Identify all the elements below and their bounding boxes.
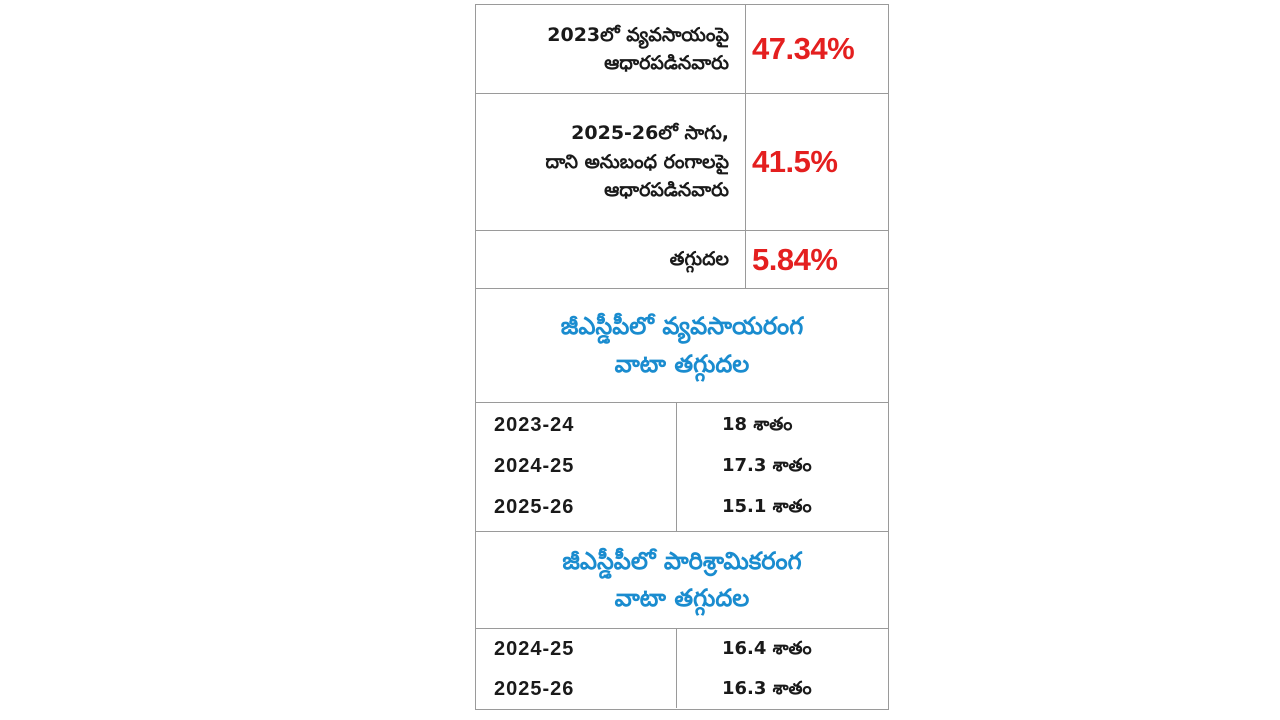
stat-label: తగ్గుదల xyxy=(476,231,746,288)
section-heading: జీఎస్డీపీలో పారిశ్రామికరంగ వాటా తగ్గుదల xyxy=(476,532,888,628)
table-row: 2024-25 16.4 శాతం xyxy=(476,629,888,669)
share-cell: 15.1 శాతం xyxy=(722,496,812,517)
stat-label-line: ఆధారపడినవారు xyxy=(604,52,729,74)
year-cell: 2025-26 xyxy=(494,678,575,700)
table-row: 2025-26 15.1 శాతం xyxy=(476,487,888,527)
stat-row-decline: తగ్గుదల 5.84% xyxy=(476,231,888,289)
stat-value: 47.34% xyxy=(752,31,855,66)
table-row: 2024-25 17.3 శాతం xyxy=(476,446,888,486)
industry-section-heading: జీఎస్డీపీలో పారిశ్రామికరంగ వాటా తగ్గుదల xyxy=(476,532,888,629)
share-cell: 16.4 శాతం xyxy=(722,638,812,659)
stat-value: 5.84% xyxy=(752,241,838,277)
year-cell: 2023-24 xyxy=(494,414,575,436)
industry-share-table: 2024-25 16.4 శాతం 2025-26 16.3 శాతం xyxy=(476,629,888,708)
agriculture-section-heading: జీఎస్డీపీలో వ్యవసాయరంగ వాటా తగ్గుదల xyxy=(476,289,888,403)
share-cell: 17.3 శాతం xyxy=(722,455,812,476)
stat-label: 2025-26లో సాగు, దాని అనుబంధ రంగాలపై ఆధార… xyxy=(476,94,746,230)
column-divider xyxy=(676,403,677,531)
share-cell: 16.3 శాతం xyxy=(722,678,812,699)
table-row: 2023-24 18 శాతం xyxy=(476,405,888,445)
stat-label-line: ఆధారపడినవారు xyxy=(604,179,729,202)
section-heading: జీఎస్డీపీలో వ్యవసాయరంగ వాటా తగ్గుదల xyxy=(476,289,888,402)
stat-label-line: 2025-26లో సాగు, xyxy=(571,122,729,145)
stat-value: 41.5% xyxy=(752,144,838,179)
year-cell: 2025-26 xyxy=(494,496,575,518)
year-cell: 2024-25 xyxy=(494,455,575,477)
heading-line: వాటా తగ్గుదల xyxy=(614,349,750,378)
stat-label: 2023లో వ్యవసాయంపై ఆధారపడినవారు xyxy=(476,5,746,93)
stat-row-dependents-2025-26: 2025-26లో సాగు, దాని అనుబంధ రంగాలపై ఆధార… xyxy=(476,94,888,231)
heading-line: వాటా తగ్గుదల xyxy=(614,584,750,612)
heading-line: జీఎస్డీపీలో వ్యవసాయరంగ xyxy=(560,312,804,341)
stat-label-line: దాని అనుబంధ రంగాలపై xyxy=(545,150,729,173)
table-row: 2025-26 16.3 శాతం xyxy=(476,669,888,709)
infographic-panel: 2023లో వ్యవసాయంపై ఆధారపడినవారు 47.34% 20… xyxy=(475,4,889,710)
year-cell: 2024-25 xyxy=(494,638,575,660)
heading-line: జీఎస్డీపీలో పారిశ్రామికరంగ xyxy=(562,546,802,575)
agriculture-share-table: 2023-24 18 శాతం 2024-25 17.3 శాతం 2025-2… xyxy=(476,403,888,532)
stat-label-line: తగ్గుదల xyxy=(669,248,729,271)
share-cell: 18 శాతం xyxy=(722,414,793,435)
column-divider xyxy=(676,629,677,708)
stat-label-line: 2023లో వ్యవసాయంపై xyxy=(547,23,729,46)
stat-row-dependents-2023: 2023లో వ్యవసాయంపై ఆధారపడినవారు 47.34% xyxy=(476,5,888,94)
